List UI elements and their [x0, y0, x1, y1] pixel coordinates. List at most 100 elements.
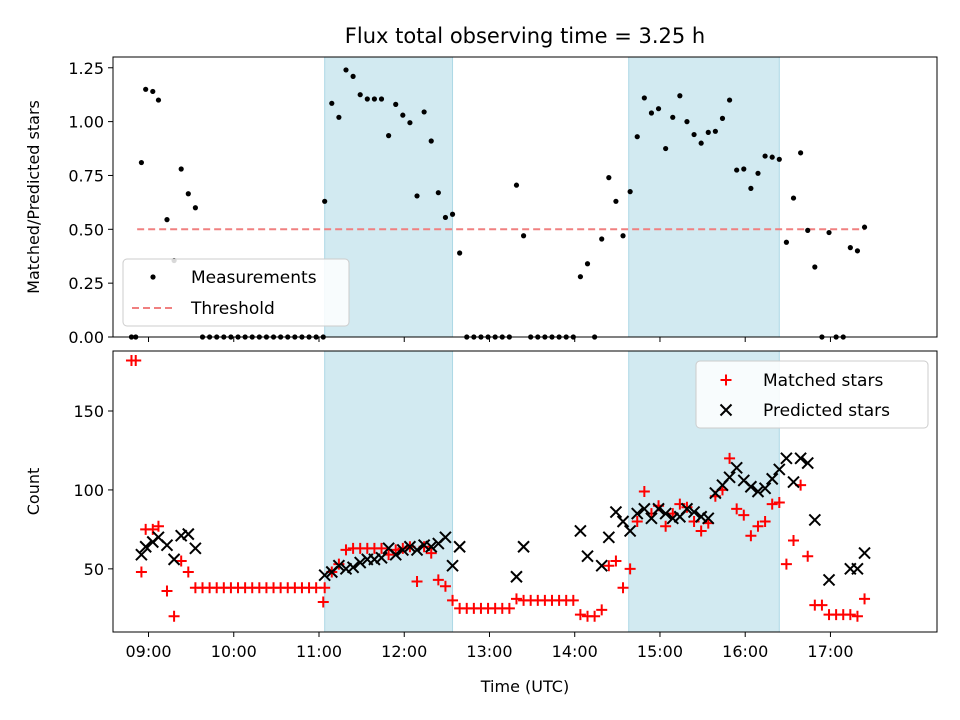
measurement-point: [684, 119, 690, 125]
y-tick-label: 0.50: [68, 220, 104, 239]
predicted-star-point: [765, 472, 779, 486]
measurement-point: [322, 198, 328, 204]
y-tick-label: 0.00: [68, 328, 104, 347]
measurement-point: [192, 205, 198, 211]
predicted-star-point: [581, 550, 594, 563]
measurement-point: [861, 224, 868, 230]
measurement-point: [357, 92, 363, 98]
matched-star-point: [603, 560, 615, 572]
matched-star-point: [844, 609, 856, 621]
measurement-point: [790, 195, 797, 201]
y-axis-label: Matched/Predicted stars: [24, 100, 43, 294]
predicted-star-point: [616, 515, 630, 528]
predicted-star-point: [723, 471, 736, 484]
predicted-star-point: [794, 452, 807, 465]
measurement-point: [143, 86, 149, 92]
measurement-point: [414, 193, 420, 199]
matched-star-point: [425, 547, 437, 559]
measurement-point: [769, 154, 775, 160]
measurement-point: [457, 250, 463, 256]
bottom-panel: 09:00 10:00 11:00 12:00 13:00 14:00 15:00 16:00…: [24, 350, 938, 696]
y-tick-label: 0.75: [68, 166, 104, 185]
measurement-point: [826, 229, 832, 236]
matched-star-point: [638, 486, 650, 497]
predicted-star-point: [822, 573, 836, 587]
predicted-star-point: [410, 543, 424, 557]
matched-star-point: [503, 602, 515, 614]
legend-box: [122, 258, 350, 327]
predicted-star-point: [702, 512, 715, 525]
predicted-star-point: [189, 542, 202, 555]
predicted-star-point: [609, 505, 623, 519]
predicted-star-point: [730, 461, 743, 475]
predicted-star-point: [425, 540, 438, 553]
predicted-star-point: [687, 505, 701, 519]
measurement-point: [755, 170, 761, 176]
axes-frame: [112, 350, 938, 633]
predicted-star-point: [396, 543, 410, 557]
x-tick-label: 11:00: [296, 642, 342, 661]
matched-star-point: [624, 563, 636, 575]
measurement-point: [670, 114, 676, 120]
matched-star-point: [317, 596, 329, 608]
matched-star-point: [447, 594, 459, 606]
predicted-star-point: [139, 540, 152, 553]
matched-star-point: [788, 534, 800, 546]
measurement-point: [386, 133, 392, 139]
matched-star-point: [752, 520, 764, 532]
measurement-point: [854, 248, 861, 254]
predicted-star-point: [751, 485, 765, 498]
matched-star-point: [631, 515, 643, 527]
predicted-star-point: [851, 562, 864, 576]
measurement-point: [606, 175, 612, 181]
matched-star-point: [816, 599, 828, 611]
measurement-point: [435, 190, 441, 196]
y-tick-label: 1.00: [68, 113, 104, 132]
measurement-point: [691, 131, 697, 138]
predicted-star-point: [346, 561, 360, 574]
measurement-point: [847, 245, 853, 251]
predicted-star-point: [758, 482, 772, 495]
measurement-point: [449, 211, 456, 217]
predicted-star-point: [446, 559, 459, 572]
axes-frame: [112, 56, 938, 338]
measurement-point: [599, 236, 605, 242]
measurement-point: [421, 109, 427, 115]
matched-star-point: [135, 566, 147, 578]
matched-star-point: [731, 503, 743, 515]
x-tick-label: 10:00: [211, 642, 257, 661]
figure-title: Flux total observing time = 3.25 h: [345, 24, 705, 48]
measurement-point: [442, 214, 449, 221]
measurement-point: [185, 191, 191, 197]
predicted-star-point: [780, 452, 793, 465]
predicted-star-point: [135, 548, 148, 561]
legend-box: [695, 360, 929, 429]
predicted-star-point: [318, 568, 331, 582]
x-tick-label: 13:00: [466, 642, 512, 661]
predicted-star-point: [182, 527, 195, 541]
predicted-star-point: [353, 556, 367, 569]
measurement-point: [329, 100, 335, 106]
y-tick-label: 0.25: [68, 274, 104, 293]
predicted-star-point: [517, 540, 530, 553]
predicted-star-point: [801, 456, 814, 470]
predicted-star-point: [808, 513, 822, 527]
legend-label: Predicted stars: [763, 401, 890, 421]
matched-star-point: [168, 610, 180, 622]
predicted-star-point: [645, 512, 658, 525]
measurement-point: [513, 182, 520, 188]
measurement-point: [634, 134, 640, 140]
measurement-point: [428, 138, 434, 144]
predicted-star-point: [659, 507, 672, 520]
measurement-point: [393, 101, 399, 107]
measurement-point: [350, 73, 356, 79]
matched-star-point: [596, 604, 608, 616]
measurement-point: [343, 67, 349, 73]
matched-star-point: [660, 520, 672, 532]
y-axis-label: Count: [24, 468, 43, 516]
measurement-point: [364, 96, 370, 102]
x-tick-label: 15:00: [637, 642, 683, 661]
legend: Measurements Threshold: [122, 258, 350, 327]
x-tick-label: 09:00: [125, 642, 171, 661]
predicted-star-point: [623, 524, 637, 538]
